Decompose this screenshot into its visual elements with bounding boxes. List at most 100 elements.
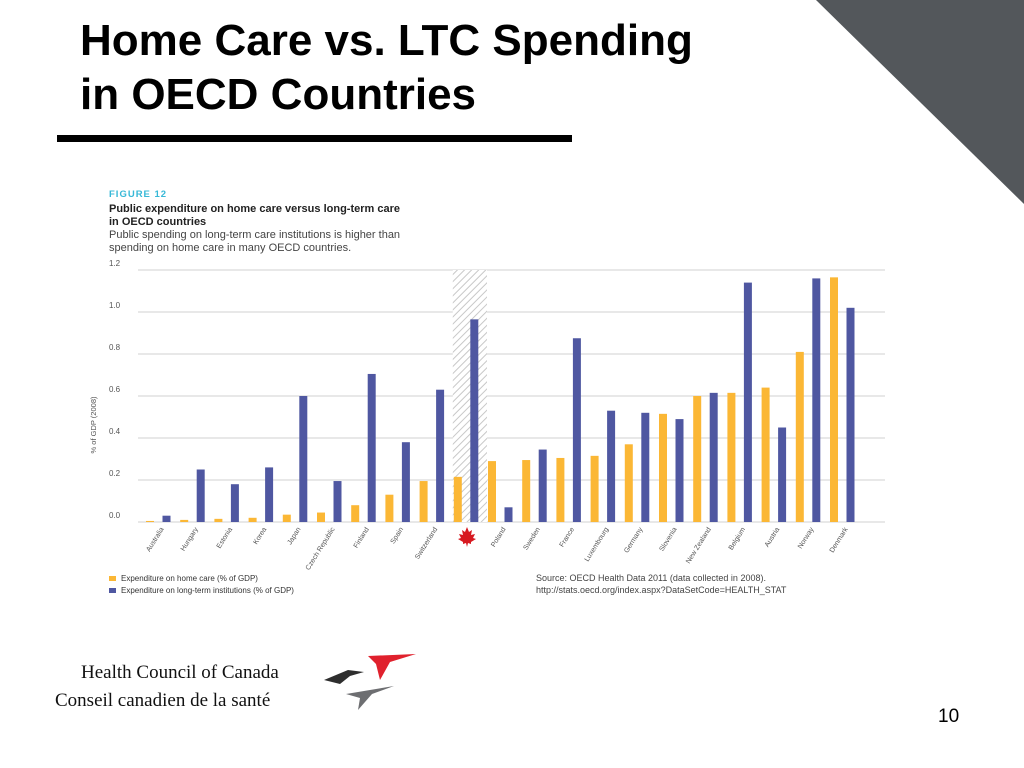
- slide-title-line1: Home Care vs. LTC Spending: [80, 16, 693, 65]
- bar-home-care: [795, 351, 804, 522]
- x-tick-label: Switzerland: [414, 526, 439, 560]
- x-tick-label: Luxembourg: [584, 526, 611, 563]
- bar-home-care: [590, 455, 599, 522]
- bar-home-care: [214, 518, 223, 522]
- bar-institutions: [196, 469, 205, 522]
- bar-institutions: [641, 412, 650, 522]
- figure-subtitle-line2: spending on home care in many OECD count…: [109, 242, 351, 254]
- bar-home-care: [453, 476, 462, 522]
- legend: Expenditure on home care (% of GDP) Expe…: [109, 574, 294, 595]
- y-tick-labels: 0.0 0.2 0.4 0.6 0.8 1.0 1.2: [109, 259, 121, 520]
- legend-label-home-care: Expenditure on home care (% of GDP): [121, 574, 258, 583]
- bar-home-care: [488, 461, 496, 522]
- bar-institutions: [470, 319, 479, 522]
- logo-dark-bird: [324, 670, 364, 684]
- bar-institutions: [265, 467, 274, 522]
- bar-institutions: [230, 484, 239, 522]
- x-tick-label: Norway: [797, 526, 816, 550]
- bars: [146, 277, 855, 522]
- x-tick-label: Slovenia: [659, 526, 679, 553]
- logo-red-bird: [368, 654, 416, 680]
- bar-institutions: [436, 389, 445, 522]
- bar-home-care: [830, 277, 838, 522]
- bar-home-care: [248, 517, 257, 522]
- x-tick-label: Sweden: [523, 526, 542, 551]
- y-axis-label: % of GDP (2008): [89, 396, 98, 453]
- bar-institutions: [333, 481, 342, 522]
- y-tick-label: 0.2: [109, 469, 121, 478]
- birds-logo: [324, 654, 416, 710]
- bar-institutions: [299, 396, 308, 522]
- bar-home-care: [727, 392, 736, 522]
- organization-name-french: Conseil canadien de la santé: [55, 690, 271, 711]
- source-line2: http://stats.oecd.org/index.aspx?DataSet…: [536, 585, 787, 595]
- source-line1: Source: OECD Health Data 2011 (data coll…: [536, 573, 766, 583]
- legend-swatch-home-care: [109, 576, 116, 581]
- bar-institutions: [572, 338, 581, 522]
- x-tick-label: Estonia: [216, 526, 234, 550]
- bar-home-care: [419, 481, 428, 522]
- x-tick-label: France: [559, 526, 577, 548]
- bar-institutions: [709, 392, 718, 522]
- bar-institutions: [607, 410, 616, 522]
- y-tick-label: 0.6: [109, 385, 121, 394]
- legend-label-institutions: Expenditure on long-term institutions (%…: [121, 586, 294, 595]
- bar-institutions: [401, 442, 410, 522]
- maple-leaf-icon: [458, 527, 476, 547]
- x-tick-label: Hungary: [180, 526, 200, 553]
- bar-institutions: [367, 373, 376, 522]
- bar-home-care: [385, 494, 394, 522]
- bar-home-care: [761, 387, 770, 522]
- bar-institutions: [778, 427, 787, 522]
- x-tick-label: Germany: [623, 526, 644, 555]
- bar-home-care: [556, 457, 565, 522]
- bar-institutions: [538, 449, 547, 522]
- figure-subtitle-line1: Public spending on long-term care instit…: [109, 229, 400, 241]
- figure-title-line1: Public expenditure on home care versus l…: [109, 203, 400, 215]
- bar-institutions: [675, 419, 684, 522]
- x-tick-label: New Zealand: [685, 526, 713, 565]
- y-tick-label: 0.0: [109, 511, 121, 520]
- slide-title: Home Care vs. LTC Spending in OECD Count…: [80, 14, 800, 122]
- x-tick-label: Finland: [353, 526, 371, 549]
- x-tick-label: Belgium: [728, 526, 747, 551]
- bar-home-care: [624, 444, 633, 522]
- bar-institutions: [162, 515, 171, 522]
- bar-institutions: [846, 307, 855, 522]
- title-underline: [57, 135, 572, 142]
- bar-home-care: [317, 512, 325, 522]
- y-tick-label: 0.8: [109, 343, 121, 352]
- corner-triangle-decoration: [816, 0, 1024, 204]
- y-tick-label: 1.0: [109, 301, 121, 310]
- bar-home-care: [180, 519, 189, 522]
- x-tick-label: Korea: [252, 526, 268, 546]
- x-tick-label: Japan: [286, 526, 302, 546]
- bar-institutions: [743, 282, 752, 522]
- bar-home-care: [146, 520, 154, 522]
- bar-institutions: [504, 507, 513, 522]
- x-tick-label: Spain: [390, 526, 405, 545]
- bar-home-care: [659, 413, 667, 522]
- bar-institutions: [812, 278, 821, 522]
- bar-home-care: [522, 460, 531, 522]
- bar-home-care: [351, 505, 360, 522]
- legend-swatch-institutions: [109, 588, 116, 593]
- slide-title-line2: in OECD Countries: [80, 70, 477, 119]
- y-tick-label: 0.4: [109, 427, 121, 436]
- x-tick-label: Australia: [145, 526, 165, 553]
- figure-label: FIGURE 12: [109, 189, 167, 200]
- x-tick-label: Austria: [764, 526, 782, 548]
- gridlines: [138, 269, 885, 523]
- bar-home-care: [693, 396, 702, 522]
- figure-title-line2: in OECD countries: [109, 216, 206, 228]
- logo-grey-bird: [346, 686, 394, 710]
- y-tick-label: 1.2: [109, 259, 121, 268]
- x-tick-labels: Australia Hungary Estonia Korea Japan Czech R…: [145, 526, 850, 572]
- chart-figure: FIGURE 12 Public expenditure on home car…: [89, 189, 885, 595]
- x-tick-label: Denmark: [829, 526, 850, 554]
- slide-number: 10: [938, 706, 960, 727]
- organization-name-english: Health Council of Canada: [81, 662, 279, 683]
- bar-home-care: [282, 514, 291, 522]
- x-tick-label: Czech Republic: [305, 526, 337, 572]
- x-tick-label: Poland: [490, 526, 508, 548]
